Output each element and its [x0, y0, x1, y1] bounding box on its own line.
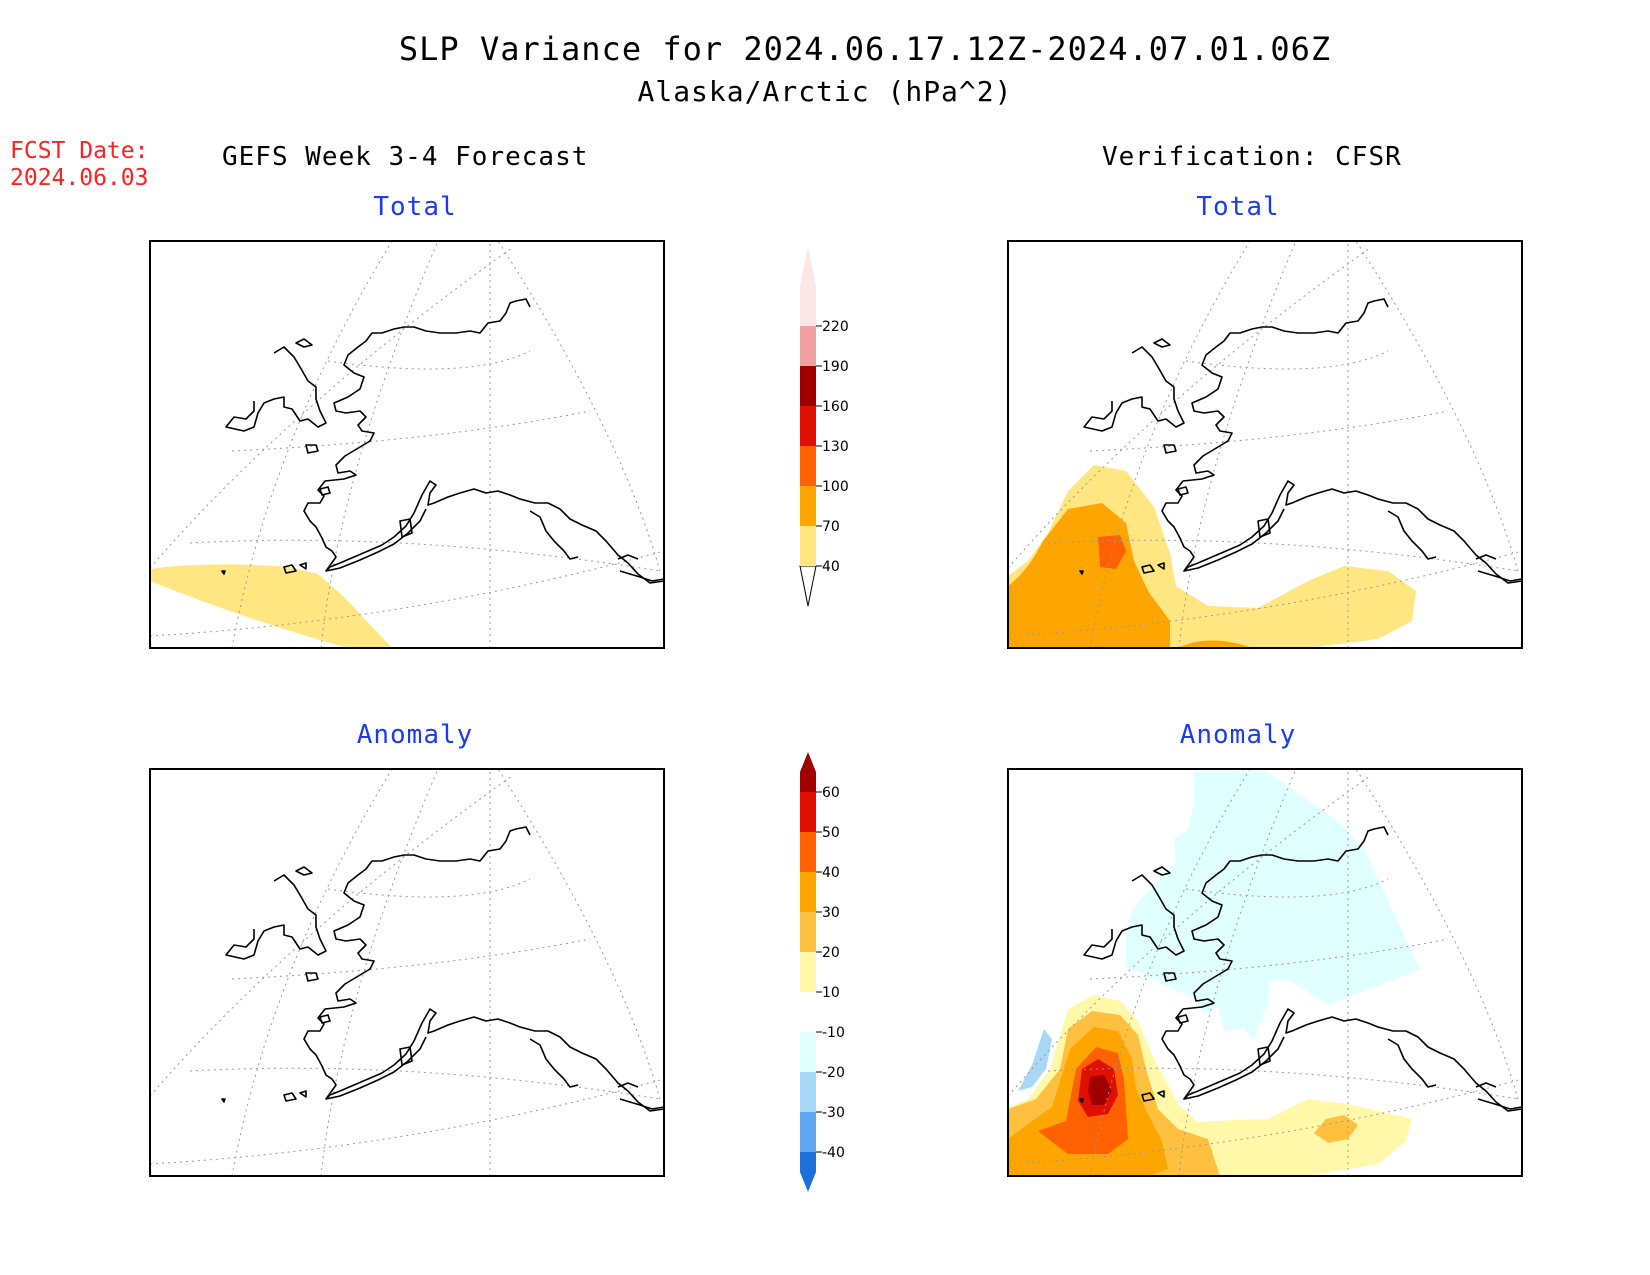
anomaly-colorbar: 60 50 40 30 20 10 -10 -20 -30 -40: [800, 752, 845, 1192]
cfsr-total-map: [1007, 240, 1523, 649]
anomaly-colorbar-label: -30: [822, 1105, 845, 1121]
total-colorbar-box: [800, 366, 816, 406]
anomaly-colorbar-label: 40: [822, 865, 840, 881]
anomaly-colorbar-box: [800, 1032, 816, 1072]
anomaly-colorbar-box: [800, 992, 816, 1032]
anomaly-colorbar-upper-end: [800, 752, 816, 792]
total-colorbar-box: [800, 486, 816, 526]
total-colorbar-box: [800, 406, 816, 446]
total-colorbar-label: 160: [822, 399, 849, 415]
anomaly-colorbar-label: 30: [822, 905, 840, 921]
total-colorbar-box: [800, 446, 816, 486]
total-colorbar-upper-end: [800, 246, 816, 326]
anomaly-colorbar-label: -10: [822, 1025, 845, 1041]
gefs-column-header: GEFS Week 3-4 Forecast: [222, 142, 589, 172]
gefs-total-shade-40: [150, 564, 392, 648]
cfsr-anomaly-shade-neg20: [1018, 1029, 1052, 1091]
chart-title: SLP Variance for 2024.06.17.12Z-2024.07.…: [398, 30, 1332, 68]
cfsr-total-shade-70: [1008, 503, 1170, 648]
anomaly-colorbar-label: 10: [822, 985, 840, 1001]
cfsr-anomaly-shade-60: [1088, 1075, 1112, 1105]
anomaly-colorbar-box: [800, 952, 816, 992]
gefs-total-title: Total: [373, 192, 457, 222]
forecast-date-value: 2024.06.03: [10, 165, 149, 191]
cfsr-column-header: Verification: CFSR: [1102, 142, 1402, 172]
cfsr-anomaly-map: [1007, 768, 1523, 1177]
cfsr-total-title: Total: [1196, 192, 1280, 222]
anomaly-colorbar-label: -40: [822, 1145, 845, 1161]
anomaly-colorbar-lower-end: [800, 1152, 816, 1192]
anomaly-colorbar-box: [800, 872, 816, 912]
anomaly-colorbar-label: 50: [822, 825, 840, 841]
total-colorbar-label: 220: [822, 319, 849, 335]
cfsr-anomaly-frame: [1007, 768, 1523, 1177]
cfsr-total-shade-70-south: [1178, 640, 1253, 648]
anomaly-colorbar-box: [800, 1112, 816, 1152]
total-colorbar-label: 130: [822, 439, 849, 455]
total-colorbar-lower-end: [799, 565, 817, 607]
anomaly-colorbar-label: -20: [822, 1065, 845, 1081]
cfsr-anomaly-shade-neg10: [1126, 771, 1420, 1041]
total-colorbar-box: [800, 526, 816, 566]
total-colorbar-label: 100: [822, 479, 849, 495]
gefs-anomaly-frame: [149, 768, 665, 1177]
total-colorbar: 40 70 100 130 160 190 220: [799, 246, 849, 607]
cfsr-total-frame: [1007, 240, 1523, 649]
cfsr-anomaly-shade-20-east: [1314, 1115, 1358, 1143]
anomaly-colorbar-label: 60: [822, 785, 840, 801]
anomaly-colorbar-label: 20: [822, 945, 840, 961]
total-colorbar-box: [800, 326, 816, 366]
anomaly-colorbar-box: [800, 792, 816, 832]
gefs-anomaly-map: [149, 768, 665, 1177]
gefs-anomaly-title: Anomaly: [356, 720, 474, 750]
cfsr-anomaly-title: Anomaly: [1179, 720, 1297, 750]
anomaly-colorbar-box: [800, 912, 816, 952]
gefs-total-map: [149, 240, 665, 649]
total-colorbar-label: 40: [822, 559, 840, 575]
cfsr-total-shade-100: [1098, 535, 1126, 569]
chart-subtitle: Alaska/Arctic (hPa^2): [637, 75, 1013, 108]
total-colorbar-label: 70: [822, 519, 840, 535]
gefs-total-frame: [149, 240, 665, 649]
anomaly-colorbar-box: [800, 1072, 816, 1112]
total-colorbar-label: 190: [822, 359, 849, 375]
anomaly-colorbar-box: [800, 832, 816, 872]
forecast-date-label: FCST Date:: [10, 138, 149, 164]
